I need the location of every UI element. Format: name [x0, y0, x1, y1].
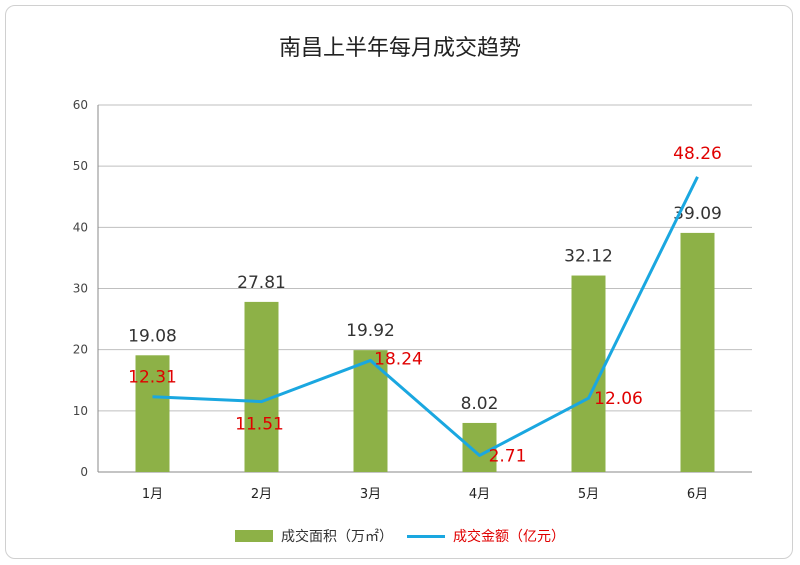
amount-line: [152, 176, 699, 457]
x-tick-label: 2月: [251, 487, 272, 502]
bar: [244, 301, 279, 472]
y-tick-label: 50: [73, 159, 88, 173]
x-tick-label: 4月: [469, 487, 490, 502]
x-tick-label: 1月: [142, 487, 163, 502]
line-value-label: 12.31: [128, 368, 177, 388]
bar-value-label: 19.92: [346, 321, 395, 341]
y-tick-label: 60: [73, 98, 88, 112]
x-tick-label: 5月: [578, 487, 599, 502]
x-tick-label: 3月: [360, 487, 381, 502]
chart-title: 南昌上半年每月成交趋势: [278, 36, 521, 61]
line-value-label: 11.51: [235, 415, 284, 435]
line-value-label: 12.06: [594, 389, 643, 409]
bar-value-label: 27.81: [237, 273, 286, 293]
bar-value-label: 8.02: [461, 394, 499, 414]
legend-item-amount: 成交金额（亿元）: [407, 526, 565, 546]
bar: [680, 232, 715, 472]
bar: [135, 355, 170, 472]
y-tick-label: 40: [73, 220, 88, 234]
bar-value-label: 19.08: [128, 326, 177, 346]
y-tick-label: 0: [80, 465, 88, 479]
y-tick-label: 20: [73, 343, 88, 357]
bar-value-label: 32.12: [564, 247, 613, 267]
legend-label-amount: 成交金额（亿元）: [453, 529, 565, 545]
line-value-label: 18.24: [374, 349, 423, 369]
bar-value-label: 39.09: [673, 204, 722, 224]
legend-label-area: 成交面积（万㎡）: [281, 529, 393, 545]
legend-swatch-bar: [235, 530, 273, 542]
legend-swatch-line: [407, 534, 445, 538]
legend: 成交面积（万㎡） 成交金额（亿元）: [0, 526, 800, 546]
y-tick-label: 10: [73, 404, 88, 418]
y-tick-label: 30: [73, 282, 88, 296]
line-value-label: 48.26: [673, 144, 722, 164]
x-tick-label: 6月: [687, 487, 708, 502]
line-value-label: 2.71: [489, 446, 527, 466]
legend-item-area: 成交面积（万㎡）: [235, 526, 393, 546]
